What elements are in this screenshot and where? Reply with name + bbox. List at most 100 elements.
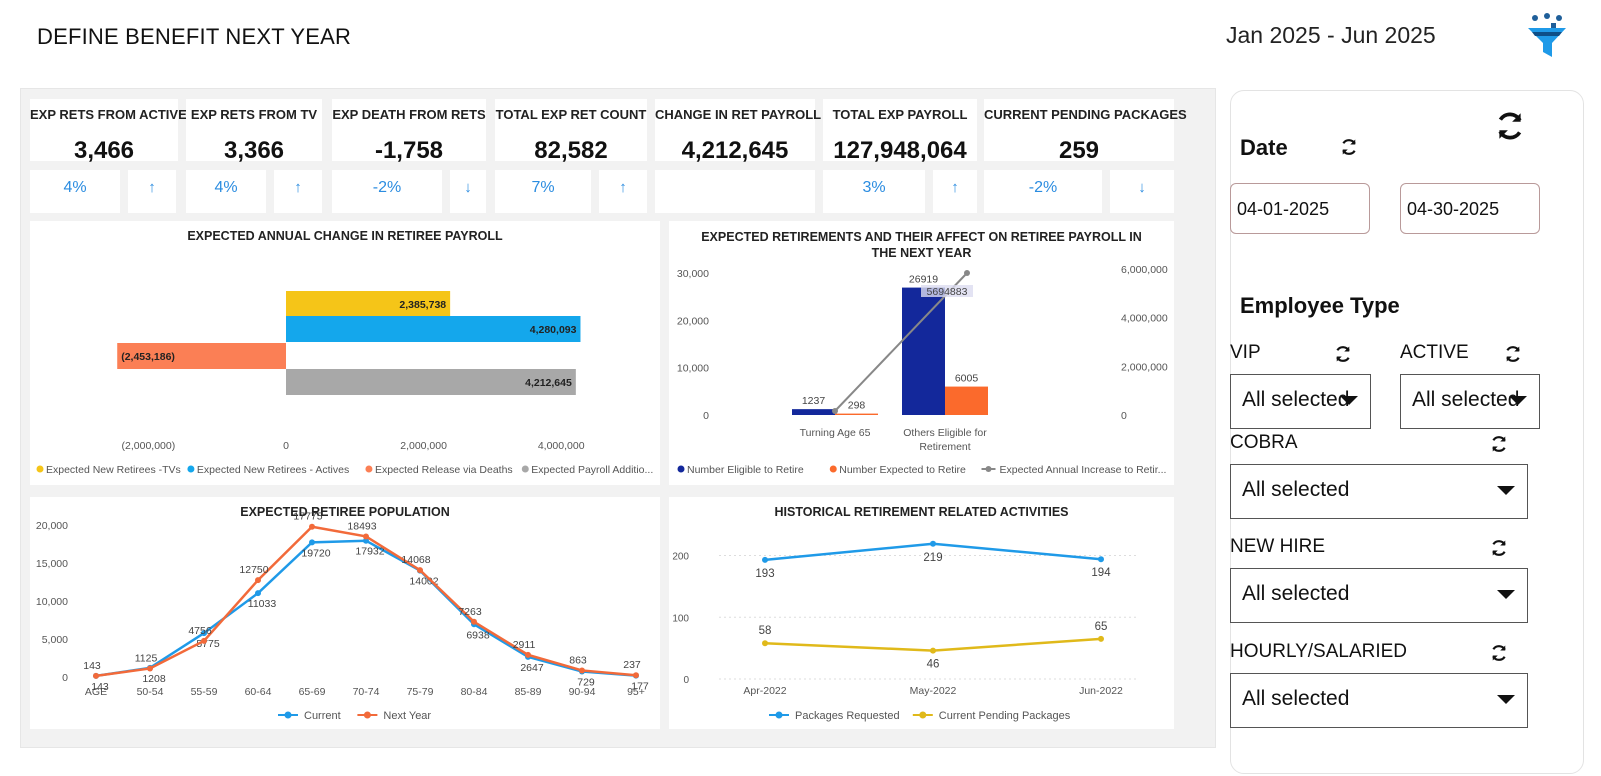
legend-marker [521, 465, 529, 473]
kpi-value: 82,582 [534, 137, 608, 164]
x-tick-label: 0 [283, 440, 289, 452]
y-tick-label: 20,000 [677, 315, 709, 327]
bar [286, 291, 451, 317]
vip-label: VIP [1230, 342, 1261, 363]
chart-historical-activities: HISTORICAL RETIREMENT RELATED ACTIVITIES… [669, 497, 1174, 729]
x-tick-label: 80-84 [461, 686, 488, 698]
date-end-input[interactable]: 04-30-2025 [1400, 183, 1540, 234]
cobra-refresh-icon[interactable] [1489, 434, 1509, 454]
point-data-label: 65 [1095, 621, 1108, 633]
line-point [832, 408, 838, 414]
point-data-label: 17932 [355, 546, 384, 558]
chart-title: EXPECTED RETIREE POPULATION [240, 505, 450, 519]
chevron-down-icon [1340, 396, 1358, 405]
kpi-card-total-exp-ret: TOTAL EXP RET COUNT 82,582 [495, 99, 647, 164]
line-point [147, 665, 153, 672]
hourly-salaried-label: HOURLY/SALARIED [1230, 641, 1408, 662]
x-tick-label: 55-59 [191, 686, 218, 698]
line-point [762, 556, 768, 563]
vip-dropdown[interactable]: All selected [1230, 374, 1371, 429]
y-tick-label: 0 [62, 672, 68, 684]
chart-title: HISTORICAL RETIREMENT RELATED ACTIVITIES [774, 505, 1069, 519]
active-dropdown[interactable]: All selected [1400, 374, 1540, 429]
point-data-label: 219 [923, 552, 942, 564]
kpi-pct: -2% [332, 170, 442, 213]
point-data-label: 18493 [347, 520, 376, 532]
kpi-label: EXP DEATH FROM RETS [332, 107, 486, 122]
dashboard-panel: EXP RETS FROM ACTIVE 3,466 EXP RETS FROM… [20, 88, 1216, 748]
legend-marker [775, 711, 783, 719]
x-tick-label: May-2022 [910, 685, 957, 697]
refresh-all-icon[interactable] [1493, 109, 1527, 143]
active-refresh-icon[interactable] [1503, 344, 1523, 364]
line-point [930, 540, 936, 547]
kpi-pct [655, 170, 815, 213]
y2-tick-label: 0 [1121, 410, 1127, 422]
date-heading: Date [1240, 135, 1288, 160]
active-dropdown-value: All selected [1412, 388, 1520, 411]
kpi-label: EXP RETS FROM ACTIVE [30, 107, 187, 122]
y-tick-label: 0 [703, 410, 709, 422]
legend-marker [363, 711, 371, 719]
bar-data-label: 4,280,093 [530, 324, 577, 336]
chart-expected-retirements-svg: 0 10,000 20,000 30,000 0 2,000,000 4,000,000 6,… [677, 264, 1168, 476]
x-tick-label: 2,000,000 [400, 440, 447, 452]
date-range-label: Jan 2025 - Jun 2025 [1226, 22, 1436, 48]
line-point [525, 651, 531, 658]
line-point [417, 567, 423, 574]
x-tick-label: 75-79 [407, 686, 434, 698]
cobra-dropdown-value: All selected [1242, 478, 1350, 501]
line-data-label: 5694883 [927, 286, 968, 298]
x-tick-label: 95+ [627, 686, 645, 698]
point-data-label: 194 [1091, 567, 1111, 579]
bar-data-label: 4,212,645 [525, 377, 572, 389]
point-data-label: 7263 [458, 606, 482, 618]
vip-dropdown-value: All selected [1242, 388, 1350, 411]
legend-label: Expected New Retirees - Actives [197, 464, 349, 476]
cobra-dropdown[interactable]: All selected [1230, 464, 1528, 519]
x-tick-label: Apr-2022 [743, 685, 786, 697]
kpi-pct: 4% [30, 170, 120, 213]
kpi-card-exp-rets-active: EXP RETS FROM ACTIVE 3,466 [30, 99, 187, 164]
point-data-label: 4756 [188, 625, 212, 637]
x-tick-label: 70-74 [353, 686, 380, 698]
legend-label: Number Expected to Retire [839, 464, 966, 476]
chart-retiree-population: EXPECTED RETIREE POPULATION 0 5,000 10,000… [30, 497, 660, 729]
hourly-salaried-dropdown[interactable]: All selected [1230, 673, 1528, 728]
legend-marker [829, 465, 837, 473]
bar [286, 316, 581, 342]
date-start-input[interactable]: 04-01-2025 [1230, 183, 1370, 234]
trend-up-icon: ↑ [128, 170, 176, 213]
line-point [201, 637, 207, 644]
chart-title: EXPECTED ANNUAL CHANGE IN RETIREE PAYROL… [187, 229, 503, 243]
date-refresh-icon[interactable] [1339, 137, 1359, 157]
line-point [762, 640, 768, 647]
line-point [964, 270, 970, 276]
y-tick-label: 200 [672, 552, 689, 563]
y-tick-label: 20,000 [36, 520, 68, 532]
legend-label: Expected Annual Increase to Retir... [1000, 464, 1167, 476]
active-label: ACTIVE [1400, 342, 1469, 363]
y2-tick-label: 4,000,000 [1121, 313, 1168, 325]
point-data-label: 2647 [520, 662, 544, 674]
line-point [1098, 635, 1104, 642]
bar [117, 343, 287, 369]
line-point [93, 672, 99, 679]
y-tick-label: 5,000 [42, 634, 68, 646]
new-hire-refresh-icon[interactable] [1489, 538, 1509, 558]
hourly-salaried-refresh-icon[interactable] [1489, 643, 1509, 663]
employee-type-heading: Employee Type [1240, 293, 1400, 318]
x-tick-label: 50-54 [137, 686, 164, 698]
line-point [255, 577, 261, 584]
point-data-label: 6938 [466, 629, 490, 641]
new-hire-dropdown[interactable]: All selected [1230, 568, 1528, 623]
vip-refresh-icon[interactable] [1333, 344, 1353, 364]
y-tick-label: 0 [683, 675, 689, 686]
legend-label: Number Eligible to Retire [687, 464, 804, 476]
legend-marker [187, 465, 195, 473]
y-tick-label: 15,000 [36, 558, 68, 570]
bar-data-label: 1237 [802, 395, 826, 407]
chart-retiree-population-svg: 0 5,000 10,000 15,000 20,000 AGE 50-54 55-59 60-… [36, 511, 649, 722]
x-tick-label: 90-94 [569, 686, 596, 698]
funnel-icon[interactable] [1528, 12, 1572, 60]
